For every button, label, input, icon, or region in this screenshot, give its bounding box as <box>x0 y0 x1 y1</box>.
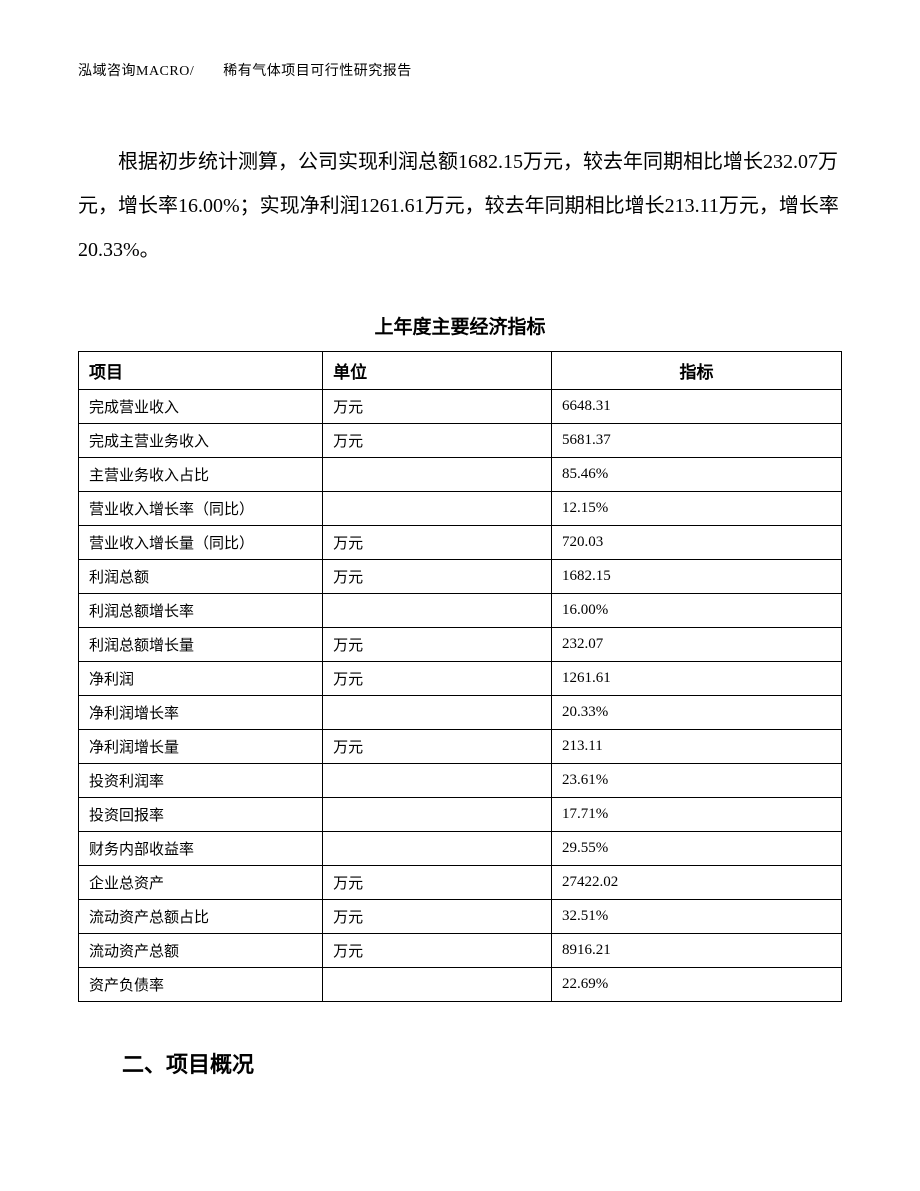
table-cell: 29.55% <box>552 832 842 866</box>
table-cell: 85.46% <box>552 458 842 492</box>
table-cell: 净利润增长率 <box>79 696 323 730</box>
table-cell: 万元 <box>323 560 552 594</box>
table-cell <box>323 492 552 526</box>
table-cell: 企业总资产 <box>79 866 323 900</box>
table-cell: 投资回报率 <box>79 798 323 832</box>
table-cell: 利润总额增长量 <box>79 628 323 662</box>
table-row: 净利润万元1261.61 <box>79 662 842 696</box>
table-row: 流动资产总额占比万元32.51% <box>79 900 842 934</box>
summary-paragraph: 根据初步统计测算，公司实现利润总额1682.15万元，较去年同期相比增长232.… <box>78 140 842 272</box>
table-cell: 流动资产总额占比 <box>79 900 323 934</box>
table-cell <box>323 458 552 492</box>
table-cell <box>323 764 552 798</box>
table-cell <box>323 798 552 832</box>
table-cell: 1261.61 <box>552 662 842 696</box>
table-cell: 万元 <box>323 662 552 696</box>
table-cell: 22.69% <box>552 968 842 1002</box>
table-cell: 完成主营业务收入 <box>79 424 323 458</box>
table-cell <box>323 832 552 866</box>
table-cell: 32.51% <box>552 900 842 934</box>
table-cell: 万元 <box>323 628 552 662</box>
table-row: 利润总额万元1682.15 <box>79 560 842 594</box>
table-row: 流动资产总额万元8916.21 <box>79 934 842 968</box>
table-cell: 资产负债率 <box>79 968 323 1002</box>
table-row: 完成营业收入万元6648.31 <box>79 390 842 424</box>
table-cell: 流动资产总额 <box>79 934 323 968</box>
table-cell: 23.61% <box>552 764 842 798</box>
table-title: 上年度主要经济指标 <box>78 312 842 339</box>
table-cell: 万元 <box>323 526 552 560</box>
document-header: 泓域咨询MACRO/ 稀有气体项目可行性研究报告 <box>78 60 842 80</box>
table-row: 主营业务收入占比 85.46% <box>79 458 842 492</box>
table-cell: 营业收入增长率（同比） <box>79 492 323 526</box>
table-cell: 213.11 <box>552 730 842 764</box>
table-row: 投资回报率 17.71% <box>79 798 842 832</box>
table-row: 完成主营业务收入万元5681.37 <box>79 424 842 458</box>
table-cell: 万元 <box>323 866 552 900</box>
table-cell: 主营业务收入占比 <box>79 458 323 492</box>
table-cell: 万元 <box>323 390 552 424</box>
table-row: 财务内部收益率 29.55% <box>79 832 842 866</box>
table-row: 利润总额增长率 16.00% <box>79 594 842 628</box>
table-cell: 8916.21 <box>552 934 842 968</box>
table-cell: 净利润 <box>79 662 323 696</box>
table-cell <box>323 594 552 628</box>
table-header-project: 项目 <box>79 352 323 390</box>
table-row: 营业收入增长率（同比） 12.15% <box>79 492 842 526</box>
table-cell: 6648.31 <box>552 390 842 424</box>
table-cell: 营业收入增长量（同比） <box>79 526 323 560</box>
table-cell: 27422.02 <box>552 866 842 900</box>
table-cell: 净利润增长量 <box>79 730 323 764</box>
table-cell: 万元 <box>323 900 552 934</box>
table-cell: 投资利润率 <box>79 764 323 798</box>
economic-indicators-table: 项目 单位 指标 完成营业收入万元6648.31完成主营业务收入万元5681.3… <box>78 351 842 1002</box>
table-row: 投资利润率 23.61% <box>79 764 842 798</box>
table-cell: 720.03 <box>552 526 842 560</box>
table-header-unit: 单位 <box>323 352 552 390</box>
table-cell: 17.71% <box>552 798 842 832</box>
section-title: 二、项目概况 <box>78 1047 842 1079</box>
table-cell: 利润总额 <box>79 560 323 594</box>
table-row: 净利润增长量万元213.11 <box>79 730 842 764</box>
table-header-row: 项目 单位 指标 <box>79 352 842 390</box>
table-row: 营业收入增长量（同比）万元720.03 <box>79 526 842 560</box>
table-cell: 16.00% <box>552 594 842 628</box>
table-cell: 万元 <box>323 934 552 968</box>
table-cell: 5681.37 <box>552 424 842 458</box>
table-cell: 20.33% <box>552 696 842 730</box>
table-cell: 232.07 <box>552 628 842 662</box>
table-cell: 万元 <box>323 730 552 764</box>
table-cell: 12.15% <box>552 492 842 526</box>
table-cell: 利润总额增长率 <box>79 594 323 628</box>
table-row: 资产负债率 22.69% <box>79 968 842 1002</box>
table-cell: 1682.15 <box>552 560 842 594</box>
table-row: 净利润增长率 20.33% <box>79 696 842 730</box>
table-cell: 财务内部收益率 <box>79 832 323 866</box>
table-header-indicator: 指标 <box>552 352 842 390</box>
table-cell <box>323 968 552 1002</box>
table-cell: 万元 <box>323 424 552 458</box>
table-cell <box>323 696 552 730</box>
table-cell: 完成营业收入 <box>79 390 323 424</box>
table-row: 企业总资产万元27422.02 <box>79 866 842 900</box>
table-row: 利润总额增长量万元232.07 <box>79 628 842 662</box>
